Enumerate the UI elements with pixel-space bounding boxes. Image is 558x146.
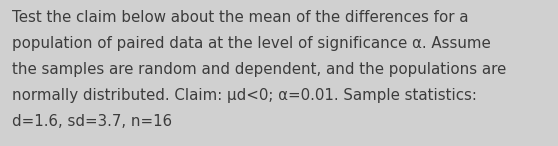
Text: population of paired data at the level of significance α. Assume: population of paired data at the level o… <box>12 36 491 51</box>
Text: normally distributed. Claim: μd<​0; α=0.01. Sample statistics:: normally distributed. Claim: μd<​0; α=0.… <box>12 88 477 103</box>
Text: ​d=1.6, sd=3.7, n=16: ​d=1.6, sd=3.7, n=16 <box>12 114 172 129</box>
Text: the samples are random and dependent, and the populations are: the samples are random and dependent, an… <box>12 62 507 77</box>
Text: Test the claim below about the mean of the differences for a: Test the claim below about the mean of t… <box>12 10 469 25</box>
